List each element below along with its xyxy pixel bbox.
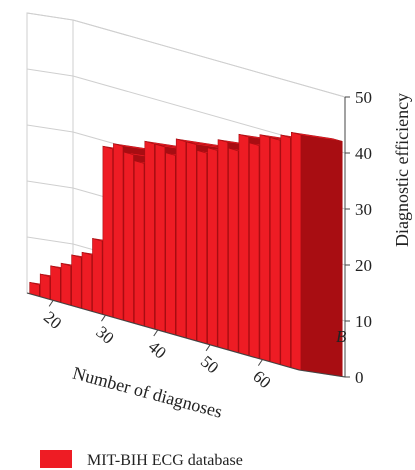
x-tick-mark-3 [205,344,211,352]
bar-front-8 [113,143,124,321]
depth-axis-label: B [336,327,347,346]
x-tick-label-1: 30 [92,322,117,347]
bar-front-21 [249,142,260,359]
y-tick-label-1: 10 [355,312,372,331]
bar-front-23 [269,137,281,365]
grid-line-left-1 [26,236,74,245]
bar-front-1 [39,273,51,300]
bar-front-12 [155,143,166,333]
y-tick-label-3: 30 [355,200,372,219]
bar-front-15 [186,141,197,341]
bar-front-5 [81,251,92,312]
legend-label: MIT-BIH ECG database [87,452,243,469]
x-tick-label-3: 50 [197,352,222,377]
bar-front-16 [196,150,207,344]
grid-line-left-3 [26,124,74,133]
bar-front-24 [280,134,291,368]
y-tick-label-2: 20 [355,256,372,275]
bar-front-10 [134,160,145,327]
x-tick-label-2: 40 [145,337,170,362]
bar-front-22 [259,134,270,362]
bar-front-9 [123,151,134,324]
legend: MIT-BIH ECG database [40,450,243,469]
grid-line-left-5 [26,12,74,21]
y-tick-label-0: 0 [355,368,364,387]
x-tick-mark-0 [48,300,54,307]
left-wall [26,12,74,301]
bar-front-11 [144,140,155,330]
bar-front-4 [71,254,82,309]
bar-front-14 [175,138,187,339]
bar-front-3 [60,262,71,306]
y-tick-label-5: 50 [355,88,372,107]
bar-front-19 [228,147,239,353]
bar-front-2 [50,265,61,303]
bar-front-20 [238,133,249,356]
bar-front-25 [290,131,302,371]
x-tick-mark-4 [257,359,263,366]
x-axis-line [26,292,300,371]
grid-line-left-2 [26,180,74,189]
bar-front-7 [102,145,113,318]
bar-front-6 [92,237,103,315]
y-axis-title: Diagnostic efficiency [392,93,412,247]
x-tick-label-4: 60 [249,367,274,392]
depth-axis-line [298,369,346,378]
x-axis-title: Number of diagnoses [71,363,225,422]
legend-swatch [40,450,72,468]
x-tick-mark-1 [101,314,106,322]
x-tick-mark-2 [153,329,159,337]
bar-25 [290,131,343,377]
x-tick-label-0: 20 [40,307,65,332]
bar-front-13 [165,152,176,336]
grid-line-left-4 [26,68,74,77]
bar-front-17 [207,147,218,347]
y-tick-label-4: 40 [355,144,372,163]
grid-line-back-5 [72,19,346,98]
chart-bars [29,131,343,377]
bar-front-18 [217,139,228,350]
